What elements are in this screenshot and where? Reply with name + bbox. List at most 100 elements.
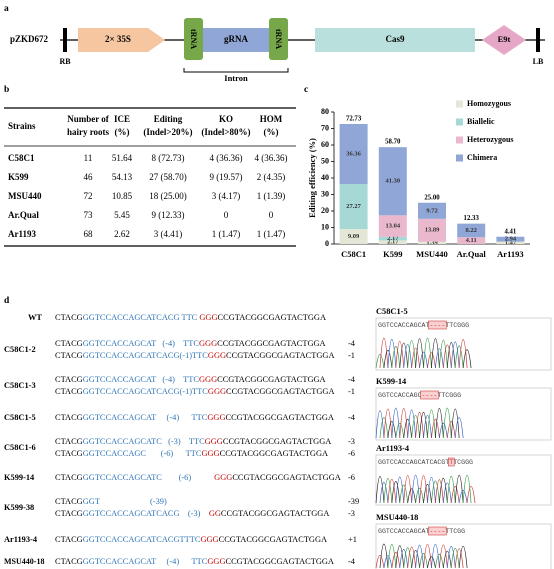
grna-box bbox=[203, 28, 269, 52]
bar-segment bbox=[378, 147, 407, 216]
peak bbox=[454, 345, 464, 369]
data-label: 41.30 bbox=[385, 178, 400, 185]
data-label: 36.36 bbox=[346, 150, 361, 157]
total-label: 4.41 bbox=[504, 228, 516, 235]
sequence-part: GGG bbox=[200, 535, 218, 544]
data-label: 2.17 bbox=[387, 235, 399, 242]
peak bbox=[431, 544, 440, 569]
highlighted-bases: ---- bbox=[429, 528, 445, 535]
sequence-part: GGT (-39) bbox=[83, 497, 167, 506]
peak bbox=[462, 475, 472, 504]
peak bbox=[442, 482, 452, 504]
peak bbox=[379, 481, 389, 504]
chart: 0 10 20 30 40 50 60 70 80 Editing efficiency (%) 9… bbox=[307, 99, 530, 259]
terminator-label: E9t bbox=[498, 34, 511, 44]
sequence-part: GGG bbox=[199, 313, 217, 322]
sample-name: WT bbox=[28, 313, 42, 322]
indel-size: -6 bbox=[348, 473, 355, 482]
table-cell: 3 (4.41) bbox=[154, 229, 183, 239]
peak bbox=[383, 555, 393, 569]
rb-label: RB bbox=[59, 57, 71, 66]
peak bbox=[403, 547, 413, 569]
peak bbox=[407, 409, 416, 439]
sequence-part: CTACG bbox=[55, 557, 83, 566]
table-cell: Ar1193 bbox=[8, 229, 36, 239]
peak bbox=[442, 344, 452, 369]
bar-segment bbox=[418, 241, 446, 244]
data-label: 9.09 bbox=[348, 233, 360, 240]
peak bbox=[399, 549, 409, 569]
highlighted-bases: T bbox=[449, 459, 453, 466]
trna-box bbox=[184, 18, 203, 60]
bases: TCGGG bbox=[453, 459, 473, 466]
y-tick-label: 30 bbox=[321, 189, 329, 198]
table-cell: 11 bbox=[84, 153, 93, 163]
panel-label: b bbox=[4, 85, 9, 95]
x-tick-label: Ar.Qual bbox=[457, 249, 487, 259]
data-label: 4.11 bbox=[466, 237, 477, 244]
peak bbox=[391, 407, 401, 439]
data-label: 1.39 bbox=[426, 239, 438, 246]
indel-size: -39 bbox=[348, 497, 359, 506]
peak bbox=[435, 553, 444, 569]
y-tick-label: 50 bbox=[321, 156, 329, 165]
legend-swatch bbox=[456, 154, 463, 162]
sequence-part: GGTCCACCAGCATCACG (-3) bbox=[83, 509, 209, 518]
table-cell: 18 (25.00) bbox=[149, 191, 187, 201]
sequence-part: GG bbox=[209, 509, 221, 518]
indel-size: -4 bbox=[348, 339, 356, 348]
peak bbox=[442, 550, 452, 569]
table-cell: MSU440 bbox=[8, 191, 42, 201]
peak bbox=[379, 417, 389, 439]
table: Strains Number of hairy roots ICE (%) Editing… bbox=[4, 107, 296, 247]
peak bbox=[458, 545, 468, 569]
peak bbox=[407, 340, 416, 369]
x-tick-label: Ar1193 bbox=[497, 249, 523, 259]
peak bbox=[446, 421, 456, 439]
sequence-part: CTACG bbox=[55, 339, 83, 348]
sequence-part: GGG bbox=[205, 437, 223, 446]
peak bbox=[454, 417, 464, 439]
table-cell: 46 bbox=[84, 172, 94, 182]
peak bbox=[439, 422, 448, 439]
peak bbox=[439, 544, 448, 569]
sequence: CTACGGGTCCACCAGCAT (-4) TTCGGGCCGTACGGCG… bbox=[55, 339, 326, 348]
lb-border bbox=[536, 28, 540, 52]
deletion-box bbox=[420, 390, 439, 400]
table-cell: 73 bbox=[84, 210, 94, 220]
total-label: 72.73 bbox=[346, 116, 362, 123]
peak bbox=[466, 486, 476, 504]
y-tick-label: 40 bbox=[321, 173, 329, 182]
sequence: CTACGGGTCCACCAGCAT (-4) TTCGGGCCGTACGGCG… bbox=[55, 557, 334, 566]
column-header: hairy roots bbox=[67, 127, 110, 137]
bases: GGTCCACCAGCAT bbox=[378, 322, 429, 329]
peak bbox=[375, 476, 385, 504]
base-calls: GGTCCACCAGCATCACGTTTCGGG bbox=[378, 459, 473, 466]
x-tick-label: MSU440 bbox=[416, 249, 448, 259]
sequence-part: CCGTACGGCGAGTACTGGA bbox=[223, 437, 331, 446]
sequence-part: CTACG bbox=[55, 535, 83, 544]
bases: TTCGGG bbox=[437, 392, 461, 399]
peak bbox=[435, 348, 444, 369]
table-cell: 27 (58.70) bbox=[149, 172, 187, 182]
column-header: (Indel>80%) bbox=[201, 127, 250, 137]
table-cell: K599 bbox=[8, 172, 29, 182]
panel-label: d bbox=[4, 296, 10, 306]
peak bbox=[431, 418, 440, 439]
peak bbox=[387, 544, 397, 569]
peak bbox=[419, 351, 428, 369]
indel-size: -4 bbox=[348, 375, 356, 384]
panel-label: c bbox=[304, 85, 308, 95]
table-cell: 2 (4.35) bbox=[257, 172, 286, 182]
y-tick-label: 20 bbox=[321, 206, 329, 215]
table-cell: 9 (19.57) bbox=[210, 172, 243, 182]
indel-size: +1 bbox=[348, 535, 357, 544]
peak bbox=[403, 475, 413, 504]
table-cell: 1 (1.47) bbox=[257, 229, 286, 239]
peak bbox=[411, 549, 420, 569]
table-cell: 1 (1.39) bbox=[257, 191, 286, 201]
peak bbox=[415, 544, 424, 569]
cas9-box bbox=[315, 28, 475, 52]
sequence-part: CTACG bbox=[55, 313, 83, 322]
